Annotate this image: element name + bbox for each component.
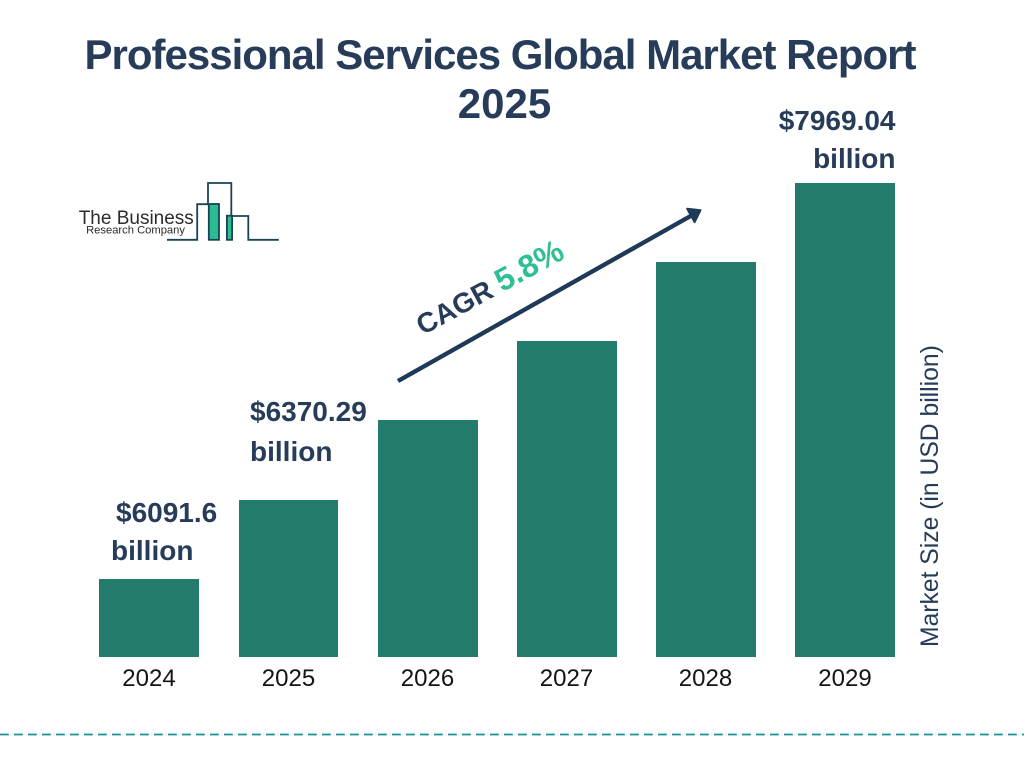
svg-text:Research Company: Research Company (86, 224, 185, 236)
svg-text:The Business: The Business (79, 208, 194, 229)
